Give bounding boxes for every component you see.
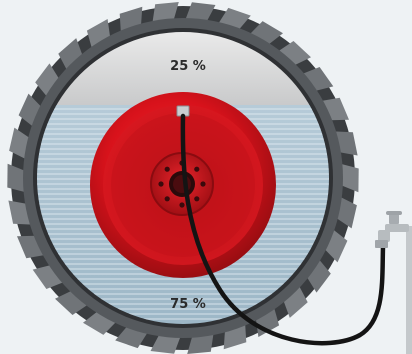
bolt-hole xyxy=(158,181,164,187)
tread-lug xyxy=(306,259,331,293)
water-tap-icon xyxy=(375,211,412,354)
water-percent-label: 75 % xyxy=(170,297,206,312)
tread-lug xyxy=(152,2,179,23)
tread-lug xyxy=(58,38,83,71)
bolt-hole xyxy=(194,196,200,202)
tread-lug xyxy=(9,127,31,160)
wheel-rim-icon xyxy=(90,92,276,278)
tread-lug xyxy=(283,285,308,318)
tread-lug xyxy=(335,196,357,229)
tread-lug xyxy=(7,163,26,193)
tread-lug xyxy=(55,290,89,315)
tread-lug xyxy=(302,67,334,91)
bolt-hole xyxy=(164,196,170,202)
air-percent-label: 25 % xyxy=(170,59,206,74)
tread-lug xyxy=(185,2,216,22)
bolt-hole xyxy=(200,181,206,187)
bolt-hole xyxy=(164,166,170,172)
tread-lug xyxy=(32,265,64,289)
tread-lug xyxy=(35,63,60,97)
tread-lug xyxy=(277,41,311,66)
hub-bolt-holes xyxy=(158,160,206,208)
water-hose xyxy=(180,113,386,346)
tread-lug xyxy=(187,333,214,354)
tread-lug xyxy=(86,19,111,49)
bolt-hole xyxy=(179,202,185,208)
tread-lug xyxy=(150,334,181,354)
bolt-hole xyxy=(194,166,200,172)
tread-lug xyxy=(340,163,359,193)
